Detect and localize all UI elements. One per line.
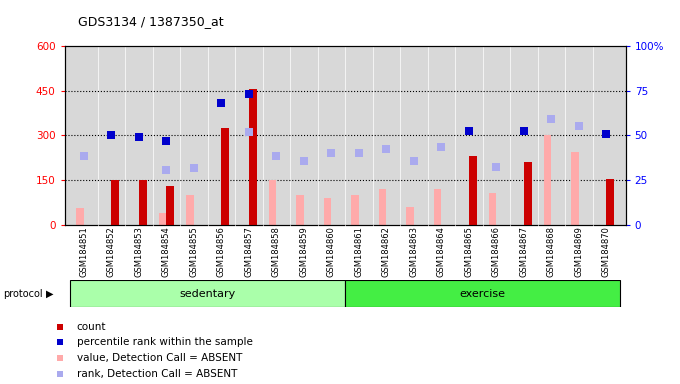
Bar <box>571 152 579 225</box>
Text: ▶: ▶ <box>46 289 54 299</box>
Text: GSM184854: GSM184854 <box>162 226 171 276</box>
Bar <box>186 195 194 225</box>
Text: GSM184858: GSM184858 <box>272 226 281 276</box>
Bar <box>434 189 441 225</box>
Text: exercise: exercise <box>460 289 506 299</box>
Bar <box>607 179 614 225</box>
Bar <box>489 194 496 225</box>
Bar <box>524 162 532 225</box>
Bar <box>351 195 359 225</box>
Bar <box>158 213 167 225</box>
Text: GSM184866: GSM184866 <box>492 226 501 277</box>
Bar <box>76 208 84 225</box>
Bar <box>324 198 331 225</box>
Text: rank, Detection Call = ABSENT: rank, Detection Call = ABSENT <box>77 369 237 379</box>
Text: GSM184865: GSM184865 <box>464 226 473 276</box>
Bar <box>70 280 345 307</box>
Text: GSM184869: GSM184869 <box>575 226 583 276</box>
Bar <box>345 280 620 307</box>
Bar <box>406 207 414 225</box>
Text: GDS3134 / 1387350_at: GDS3134 / 1387350_at <box>78 15 224 28</box>
Text: GSM184851: GSM184851 <box>80 226 88 276</box>
Text: GSM184855: GSM184855 <box>189 226 199 276</box>
Text: GSM184870: GSM184870 <box>602 226 611 276</box>
Bar <box>269 180 276 225</box>
Text: GSM184868: GSM184868 <box>547 226 556 277</box>
Text: count: count <box>77 322 106 332</box>
Bar <box>222 128 229 225</box>
Text: protocol: protocol <box>3 289 43 299</box>
Bar <box>469 156 477 225</box>
Text: GSM184867: GSM184867 <box>520 226 528 277</box>
Text: GSM184852: GSM184852 <box>107 226 116 276</box>
Text: GSM184860: GSM184860 <box>327 226 336 276</box>
Text: GSM184864: GSM184864 <box>437 226 446 276</box>
Text: sedentary: sedentary <box>180 289 236 299</box>
Text: value, Detection Call = ABSENT: value, Detection Call = ABSENT <box>77 353 242 363</box>
Bar <box>543 136 551 225</box>
Text: GSM184859: GSM184859 <box>299 226 308 276</box>
Bar <box>112 180 119 225</box>
Text: GSM184863: GSM184863 <box>409 226 418 277</box>
Bar <box>249 89 256 225</box>
Bar <box>167 186 174 225</box>
Text: GSM184857: GSM184857 <box>244 226 254 276</box>
Text: GSM184861: GSM184861 <box>354 226 363 276</box>
Text: GSM184862: GSM184862 <box>382 226 391 276</box>
Bar <box>139 180 147 225</box>
Text: percentile rank within the sample: percentile rank within the sample <box>77 337 253 347</box>
Text: GSM184856: GSM184856 <box>217 226 226 276</box>
Bar <box>296 195 304 225</box>
Bar <box>379 189 386 225</box>
Text: GSM184853: GSM184853 <box>135 226 143 276</box>
